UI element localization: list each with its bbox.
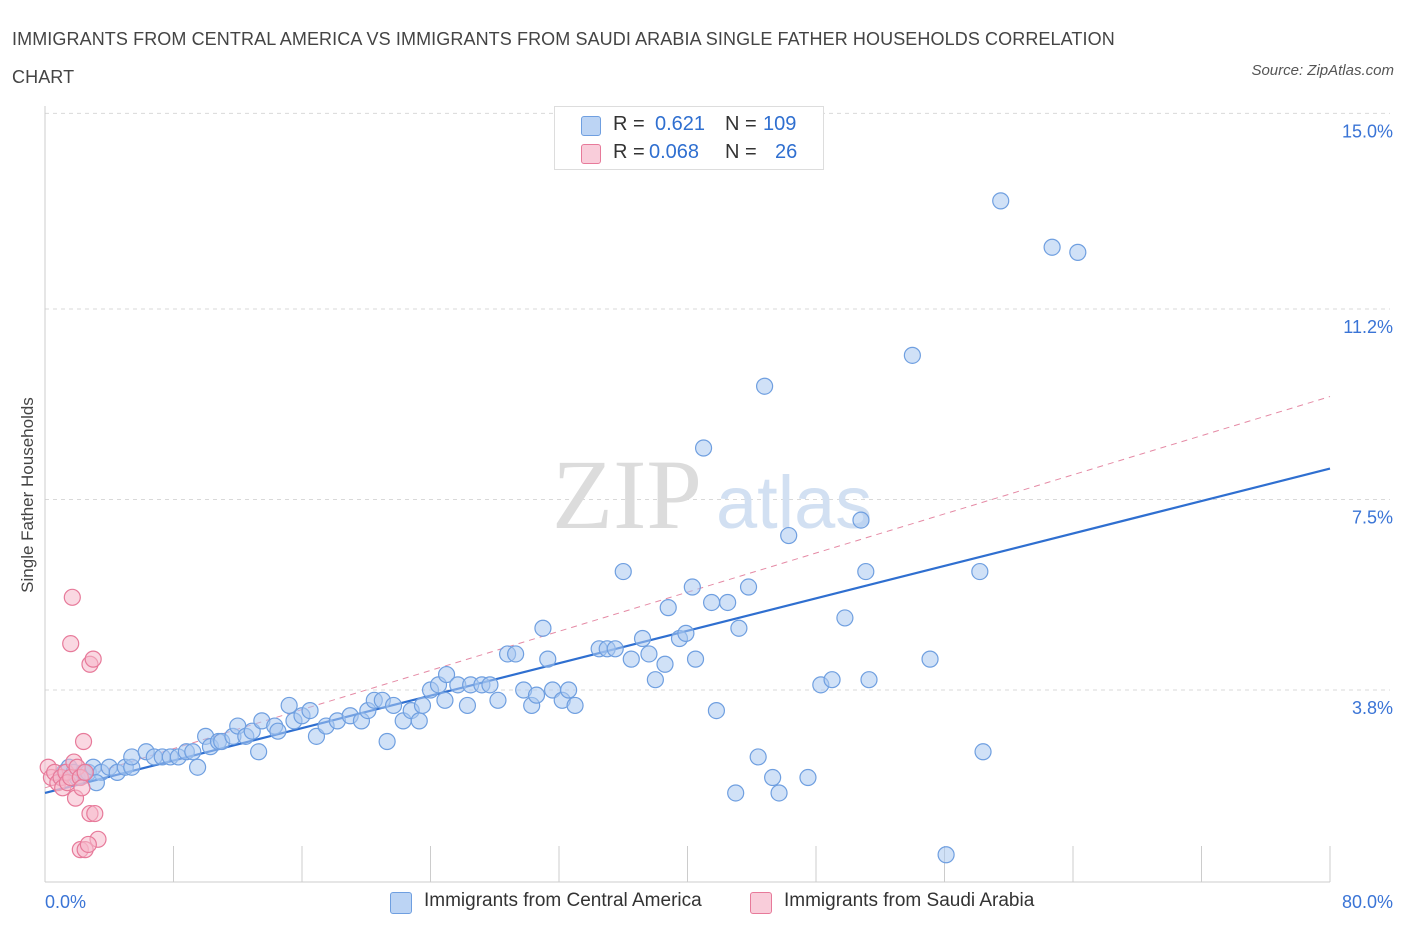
data-point-saudi-arabia bbox=[86, 804, 104, 823]
data-point-central-america bbox=[437, 665, 456, 684]
data-point-central-america bbox=[527, 686, 546, 704]
r-value: 0.068 bbox=[649, 141, 700, 163]
data-point-central-america bbox=[280, 696, 298, 715]
data-point-central-america bbox=[633, 629, 652, 648]
chart-title: IMMIGRANTS FROM CENTRAL AMERICA VS IMMIG… bbox=[12, 29, 1115, 87]
data-point-central-america bbox=[755, 377, 774, 395]
data-point-central-america bbox=[534, 619, 552, 637]
data-point-central-america bbox=[702, 593, 721, 612]
y-tick-label: 3.8% bbox=[1352, 698, 1393, 718]
data-point-saudi-arabia bbox=[74, 732, 93, 751]
data-point-saudi-arabia bbox=[73, 779, 91, 797]
data-point-central-america bbox=[683, 578, 701, 596]
r-value: 0.621 bbox=[655, 113, 706, 135]
data-point-central-america bbox=[413, 696, 432, 715]
y-tick-label: 11.2% bbox=[1343, 317, 1393, 337]
x-tick-label: 0.0% bbox=[45, 892, 86, 912]
data-point-central-america bbox=[686, 650, 705, 668]
y-tick-label: 15.0% bbox=[1342, 121, 1393, 141]
r-label: R = bbox=[613, 141, 645, 163]
blue-swatch bbox=[581, 116, 601, 136]
source-credit: Source: ZipAtlas.com bbox=[1251, 62, 1394, 79]
data-points bbox=[39, 192, 1087, 864]
data-point-central-america bbox=[852, 511, 870, 529]
data-point-central-america bbox=[937, 846, 955, 864]
data-point-central-america bbox=[606, 640, 624, 658]
data-point-central-america bbox=[836, 609, 854, 627]
data-point-central-america bbox=[481, 676, 499, 694]
data-point-saudi-arabia bbox=[79, 835, 97, 854]
data-point-central-america bbox=[622, 650, 640, 668]
data-point-central-america bbox=[992, 192, 1010, 210]
data-point-central-america bbox=[656, 655, 674, 673]
data-point-central-america bbox=[860, 671, 878, 689]
data-point-central-america bbox=[539, 650, 557, 668]
data-point-central-america bbox=[560, 681, 578, 699]
axes bbox=[44, 106, 1331, 883]
stats-row-saudi-arabia: R = 0.068 N = 26 bbox=[555, 139, 823, 167]
data-point-central-america bbox=[719, 593, 737, 612]
n-value: 109 bbox=[763, 113, 797, 135]
tick-labels: 3.8% 7.5% 11.2% 15.0% 0.0% 80.0% bbox=[45, 121, 1393, 912]
data-point-central-america bbox=[250, 743, 268, 761]
n-value: 26 bbox=[775, 141, 798, 163]
n-label: N = bbox=[725, 141, 757, 163]
series-legend: Immigrants from Central America Immigran… bbox=[0, 890, 1406, 916]
stats-row-central-america: R = 0.621 N = 109 bbox=[555, 111, 823, 139]
data-point-saudi-arabia bbox=[76, 763, 94, 781]
data-point-central-america bbox=[640, 645, 658, 663]
data-point-central-america bbox=[739, 578, 758, 596]
data-point-central-america bbox=[799, 768, 817, 787]
data-point-central-america bbox=[458, 696, 477, 715]
data-point-central-america bbox=[903, 346, 921, 364]
data-point-central-america bbox=[707, 701, 726, 720]
legend-label: Immigrants from Saudi Arabia bbox=[784, 890, 1035, 911]
data-point-central-america bbox=[489, 691, 507, 709]
data-point-central-america bbox=[921, 650, 939, 668]
data-point-central-america bbox=[694, 439, 713, 457]
data-point-central-america bbox=[410, 712, 428, 730]
pink-swatch bbox=[750, 892, 772, 914]
data-point-central-america bbox=[1069, 243, 1087, 261]
data-point-central-america bbox=[123, 748, 141, 766]
data-point-central-america bbox=[764, 768, 782, 787]
data-point-central-america bbox=[301, 701, 319, 720]
data-point-central-america bbox=[971, 562, 989, 581]
data-point-saudi-arabia bbox=[84, 650, 102, 668]
blue-swatch bbox=[390, 892, 412, 914]
data-point-central-america bbox=[184, 743, 202, 761]
data-point-central-america bbox=[646, 671, 664, 689]
data-point-central-america bbox=[780, 526, 798, 545]
data-point-central-america bbox=[857, 562, 875, 581]
n-label: N = bbox=[725, 113, 757, 135]
data-point-central-america bbox=[823, 671, 841, 689]
y-tick-label: 7.5% bbox=[1352, 508, 1393, 528]
data-point-central-america bbox=[677, 624, 695, 642]
data-point-central-america bbox=[436, 691, 454, 709]
data-point-central-america bbox=[974, 743, 992, 761]
stats-legend: R = 0.621 N = 109 R = 0.068 N = 26 bbox=[554, 106, 824, 170]
data-point-central-america bbox=[384, 696, 403, 715]
data-point-central-america bbox=[378, 732, 396, 751]
data-point-central-america bbox=[269, 722, 287, 740]
data-point-central-america bbox=[614, 562, 632, 581]
r-label: R = bbox=[613, 113, 645, 135]
data-point-central-america bbox=[1043, 238, 1061, 256]
watermark: ZIP atlas bbox=[552, 439, 872, 550]
data-point-central-america bbox=[507, 645, 525, 663]
data-point-central-america bbox=[188, 758, 207, 776]
data-point-central-america bbox=[730, 619, 748, 637]
watermark-zip: ZIP bbox=[552, 439, 702, 550]
data-point-central-america bbox=[749, 748, 767, 766]
data-point-central-america bbox=[727, 784, 745, 802]
legend-label: Immigrants from Central America bbox=[424, 890, 702, 911]
data-point-central-america bbox=[659, 599, 677, 617]
x-tick-label: 80.0% bbox=[1342, 892, 1393, 912]
data-point-central-america bbox=[770, 784, 788, 802]
data-point-saudi-arabia bbox=[63, 588, 81, 606]
data-point-central-america bbox=[566, 696, 584, 715]
pink-swatch bbox=[581, 144, 601, 164]
data-point-saudi-arabia bbox=[62, 635, 80, 653]
